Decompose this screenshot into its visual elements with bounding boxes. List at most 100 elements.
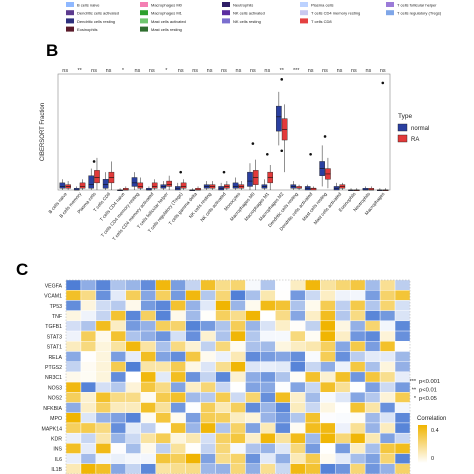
legend-key-normal — [397, 123, 408, 132]
heatmap-chart: VEGFA VCAM1 TP53 TNF TGFB1 STAT3 STAT1 RELA PTGS… — [42, 279, 446, 474]
heatmap-cell — [230, 381, 246, 393]
heatmap-cell — [65, 341, 82, 352]
heatmap-cell — [200, 330, 216, 342]
significance-mark: ns — [337, 68, 343, 74]
heatmap-cell — [349, 381, 366, 393]
heatmap-cell — [95, 330, 112, 342]
heatmap-cell — [245, 392, 261, 403]
significance-mark: ** — [280, 68, 285, 74]
heatmap-row-label: INS — [53, 447, 62, 453]
heatmap-cell — [110, 453, 127, 464]
heatmap-row-label: PTGS2 — [45, 365, 62, 371]
heatmap-cell — [80, 402, 97, 413]
heatmap-cell — [364, 320, 381, 332]
heatmap-cell — [349, 371, 366, 383]
heatmap-cell — [305, 290, 321, 301]
heatmap-cell — [320, 371, 336, 383]
heatmap-cell — [305, 402, 321, 413]
heatmap-cell — [200, 320, 216, 332]
heatmap-cell — [95, 392, 112, 403]
heatmap-cell — [80, 290, 97, 301]
heatmap-cell — [95, 422, 112, 434]
heatmap-cell — [65, 381, 82, 393]
legend-swatch — [300, 10, 308, 16]
heatmap-cell — [185, 412, 201, 424]
significance-mark: ns — [91, 68, 97, 74]
heatmap-cell — [394, 412, 411, 424]
heatmap-cell — [95, 463, 112, 474]
heatmap-cell — [110, 320, 127, 332]
heatmap-cell — [125, 330, 141, 342]
colorbar-tick: 0.4 — [431, 428, 439, 434]
colorbar-tick: 0 — [431, 456, 434, 462]
heatmap-cell — [125, 463, 141, 474]
heatmap-cell — [335, 341, 351, 352]
heatmap-cell — [155, 290, 171, 301]
heatmap-cell — [140, 392, 156, 403]
heatmap-cell — [125, 402, 141, 413]
heatmap-cell — [379, 351, 396, 362]
heatmap-cell — [260, 443, 276, 454]
heatmap-cell — [275, 310, 291, 322]
box-normal — [232, 182, 239, 189]
legend-swatch — [300, 2, 308, 7]
heatmap-cell — [110, 371, 127, 383]
heatmap-cell — [320, 463, 336, 474]
heatmap-cell — [320, 422, 336, 434]
heatmap-cell — [305, 310, 321, 322]
heatmap-cell — [394, 351, 411, 362]
heatmap-cell — [155, 330, 171, 342]
box-normal — [59, 182, 66, 189]
heatmap-row-label: TP53 — [50, 304, 63, 310]
heatmap-cell — [185, 351, 201, 362]
heatmap-cell — [320, 290, 336, 301]
significance-mark: ns — [264, 68, 270, 74]
heatmap-cell — [200, 351, 216, 362]
heatmap-cell — [170, 320, 186, 332]
legend-label: Dendritic cells activated — [77, 11, 119, 16]
heatmap-cell — [379, 320, 396, 332]
colorbar-title: Correlation — [417, 416, 446, 422]
pvalue-symbol: *** — [410, 379, 417, 385]
heatmap-cell — [394, 310, 411, 322]
y-axis-label: CIBERSORT Fraction — [40, 103, 46, 161]
heatmap-cell — [155, 341, 171, 352]
heatmap-cell — [230, 412, 246, 424]
heatmap-cell — [170, 422, 186, 434]
heatmap-cell — [95, 371, 112, 383]
box-RA — [137, 182, 144, 189]
heatmap-cell — [260, 330, 276, 342]
heatmap-cell — [394, 361, 411, 373]
heatmap-row-label: VEGFA — [45, 283, 63, 289]
heatmap-cell — [65, 310, 82, 322]
heatmap-cell — [215, 392, 231, 403]
heatmap-cell — [245, 300, 261, 311]
heatmap-cell — [80, 463, 97, 474]
heatmap-cell — [125, 320, 141, 332]
heatmap-cell — [275, 402, 291, 413]
heatmap-cell — [290, 453, 306, 464]
heatmap-cell — [155, 453, 171, 464]
heatmap-cell — [125, 443, 141, 454]
heatmap-cell — [320, 330, 336, 342]
heatmap-cell — [155, 402, 171, 413]
heatmap-cell — [335, 351, 351, 362]
heatmap-cell — [215, 412, 231, 424]
heatmap-cell — [394, 402, 411, 413]
heatmap-cell — [349, 351, 366, 362]
legend-swatch — [300, 18, 308, 24]
significance-mark: ns — [322, 68, 328, 74]
heatmap-cell — [95, 320, 112, 332]
heatmap-cell — [80, 361, 97, 373]
heatmap-cell — [275, 330, 291, 342]
legend-swatch — [66, 26, 74, 32]
heatmap-cell — [364, 279, 381, 291]
outlier-point — [179, 170, 182, 174]
heatmap-cell — [170, 402, 186, 413]
heatmap-cell — [170, 371, 186, 383]
significance-mark: ns — [207, 68, 213, 74]
heatmap-cell — [65, 279, 82, 291]
heatmap-cell — [260, 351, 276, 362]
heatmap-cell — [140, 330, 156, 342]
heatmap-cell — [125, 351, 141, 362]
